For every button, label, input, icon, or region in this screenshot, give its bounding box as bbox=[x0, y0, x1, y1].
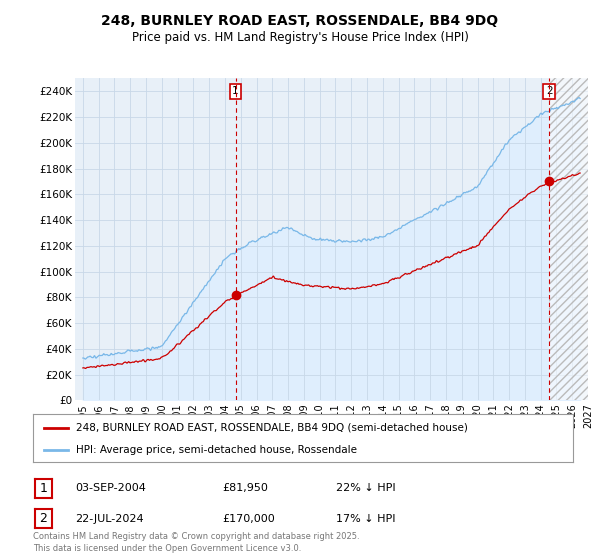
Text: £170,000: £170,000 bbox=[222, 514, 275, 524]
Text: 1: 1 bbox=[39, 482, 47, 495]
Text: 248, BURNLEY ROAD EAST, ROSSENDALE, BB4 9DQ (semi-detached house): 248, BURNLEY ROAD EAST, ROSSENDALE, BB4 … bbox=[76, 423, 468, 433]
Text: 2: 2 bbox=[546, 86, 553, 96]
Bar bbox=[550, 78, 588, 400]
Text: Price paid vs. HM Land Registry's House Price Index (HPI): Price paid vs. HM Land Registry's House … bbox=[131, 31, 469, 44]
Text: 22-JUL-2024: 22-JUL-2024 bbox=[75, 514, 143, 524]
Text: £81,950: £81,950 bbox=[222, 483, 268, 493]
Text: Contains HM Land Registry data © Crown copyright and database right 2025.
This d: Contains HM Land Registry data © Crown c… bbox=[33, 533, 359, 553]
Text: 248, BURNLEY ROAD EAST, ROSSENDALE, BB4 9DQ: 248, BURNLEY ROAD EAST, ROSSENDALE, BB4 … bbox=[101, 14, 499, 28]
Text: 22% ↓ HPI: 22% ↓ HPI bbox=[336, 483, 395, 493]
Bar bbox=[550, 78, 588, 400]
Text: 1: 1 bbox=[232, 86, 239, 96]
Text: HPI: Average price, semi-detached house, Rossendale: HPI: Average price, semi-detached house,… bbox=[76, 445, 357, 455]
Text: 17% ↓ HPI: 17% ↓ HPI bbox=[336, 514, 395, 524]
Text: 03-SEP-2004: 03-SEP-2004 bbox=[75, 483, 146, 493]
Text: 2: 2 bbox=[39, 512, 47, 525]
